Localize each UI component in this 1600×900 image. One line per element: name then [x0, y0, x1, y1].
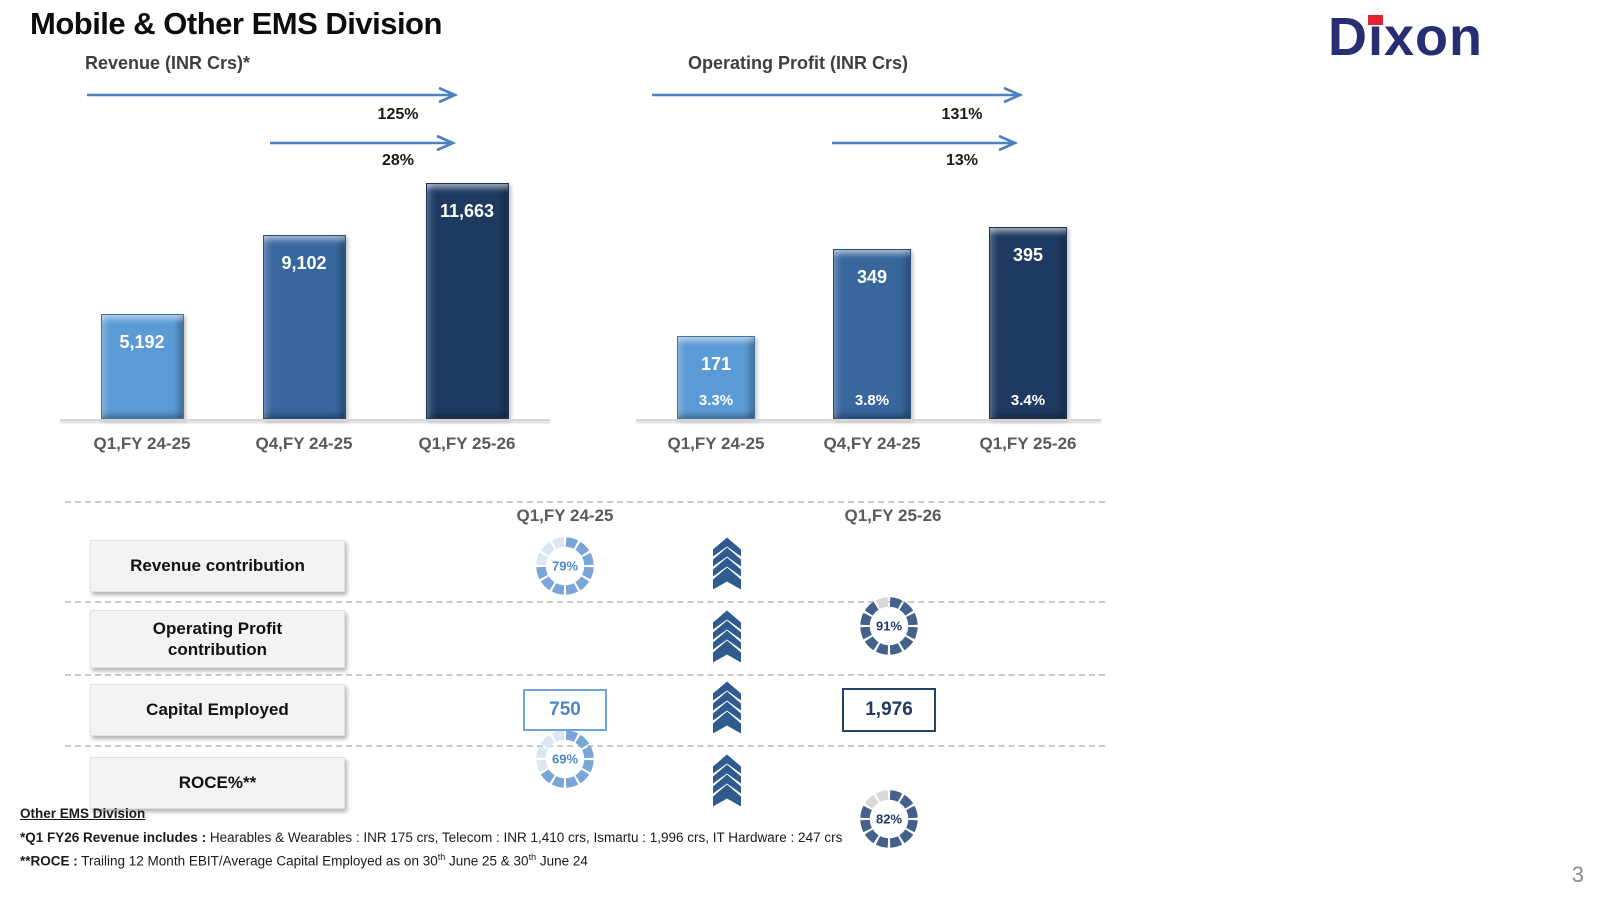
bar-q1-fy-24-25: 5,192 [100, 314, 184, 419]
donut-value: 91% [875, 618, 903, 634]
donut-ring [536, 730, 594, 788]
bar-q4-fy-24-25: 349 3.8% [833, 249, 911, 419]
bar-margin-label: 3.3% [698, 392, 734, 409]
bar-margin-label: 3.8% [854, 392, 890, 409]
bar-value-label: 11,663 [439, 201, 495, 221]
donut-value: 69% [551, 751, 579, 767]
footnote-heading: Other EMS Division [20, 806, 146, 821]
growth-arrow-long-icon [652, 86, 1024, 104]
bar-q1-fy-25-26: 11,663 [425, 183, 509, 419]
bar-value-label: 395 [1012, 245, 1044, 265]
row-label-roce: ROCE%** [90, 757, 345, 809]
profit-growth-yoy: 131% [941, 106, 983, 123]
donut-revenue-contribution-curr: 91% [859, 596, 919, 656]
donut-value: 79% [551, 558, 579, 574]
triple-up-chevron-icon [713, 681, 741, 739]
x-axis-category-label: Q1,FY 24-25 [667, 434, 765, 453]
footnote-text: June 25 & 30 [445, 853, 529, 869]
bar-value-label: 349 [856, 267, 888, 287]
donut-ring [860, 597, 918, 655]
bar-value-label: 5,192 [119, 332, 165, 352]
page-title: Mobile & Other EMS Division [30, 6, 442, 41]
triple-up-chevron-icon [713, 610, 741, 668]
row-label-operating-profit-contribution: Operating Profit contribution [90, 610, 345, 668]
operating-profit-chart-title: Operating Profit (INR Crs) [688, 53, 909, 73]
footnote-text: June 24 [536, 853, 588, 869]
bar-q4-fy-24-25: 9,102 [262, 235, 346, 419]
footnote-roce: **ROCE : Trailing 12 Month EBIT/Average … [20, 852, 588, 869]
logo-text-before: D [1328, 7, 1368, 67]
x-axis-category-label: Q1,FY 25-26 [418, 434, 516, 453]
capital-employed-prev-box: 750 [523, 689, 607, 731]
superscript: th [437, 852, 446, 862]
page-number: 3 [1571, 862, 1584, 887]
profit-x-axis [636, 419, 1101, 421]
bar-q1-fy-25-26: 395 3.4% [989, 227, 1067, 419]
profit-growth-qoq: 13% [945, 152, 979, 169]
logo-text-after: xon [1384, 7, 1484, 67]
footnote-text: Hearables & Wearables : INR 175 crs, Tel… [206, 830, 843, 845]
revenue-chart-title: Revenue (INR Crs)* [85, 53, 251, 73]
footnote-revenue-includes: *Q1 FY26 Revenue includes : Hearables & … [20, 830, 842, 845]
donut-value: 82% [875, 811, 903, 827]
revenue-x-axis [60, 419, 550, 421]
footnote-bold: **ROCE : [20, 853, 78, 869]
donut-revenue-contribution-prev: 79% [535, 536, 595, 596]
growth-arrow-long-icon [87, 86, 459, 104]
revenue-growth-qoq: 28% [381, 152, 415, 169]
donut-ring [860, 790, 918, 848]
bar-value-label: 171 [700, 354, 732, 374]
x-axis-category-label: Q1,FY 24-25 [93, 434, 191, 453]
x-axis-category-label: Q1,FY 25-26 [979, 434, 1077, 453]
x-axis-category-label: Q4,FY 24-25 [823, 434, 921, 453]
triple-up-chevron-icon [713, 754, 741, 812]
divider [65, 601, 1105, 603]
capital-employed-curr-box: 1,976 [842, 688, 936, 732]
divider [65, 674, 1105, 676]
bar-q1-fy-24-25: 171 3.3% [677, 336, 755, 419]
growth-arrow-short-icon [832, 134, 1019, 152]
col-header-q1fy2425: Q1,FY 24-25 [516, 506, 614, 525]
donut-profit-contribution-curr: 82% [859, 789, 919, 849]
superscript: th [528, 852, 537, 862]
growth-arrow-short-icon [270, 134, 457, 152]
triple-up-chevron-icon [713, 537, 741, 595]
bar-margin-label: 3.4% [1010, 392, 1046, 409]
donut-ring [536, 537, 594, 595]
col-header-q1fy2526: Q1,FY 25-26 [844, 506, 942, 525]
footnote-bold: *Q1 FY26 Revenue includes : [20, 830, 207, 845]
x-axis-category-label: Q4,FY 24-25 [255, 434, 353, 453]
bar-value-label: 9,102 [281, 253, 327, 273]
revenue-growth-yoy: 125% [377, 106, 419, 123]
logo-letter-i-with-red-dot: ı [1368, 7, 1385, 67]
divider [65, 501, 1105, 503]
row-label-capital-employed: Capital Employed [90, 684, 345, 736]
row-label-revenue-contribution: Revenue contribution [90, 540, 345, 592]
comparison-table: Q1,FY 24-25 Q1,FY 25-26 Revenue contribu… [0, 0, 1600, 848]
donut-profit-contribution-prev: 69% [535, 729, 595, 789]
dixon-logo: Dıxon [1328, 10, 1483, 64]
footnote-text: Trailing 12 Month EBIT/Average Capital E… [77, 853, 438, 869]
